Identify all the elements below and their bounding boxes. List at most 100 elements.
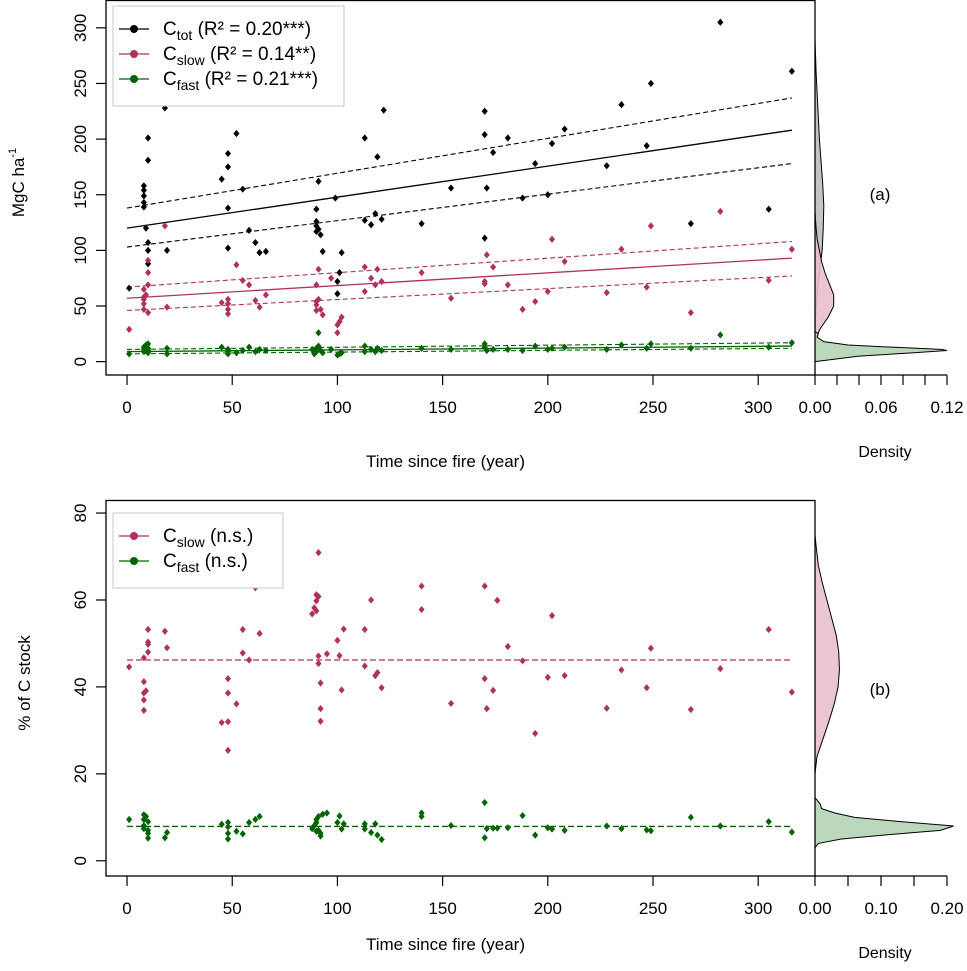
point-c-tot (372, 210, 379, 218)
ci-lower-c-slow (127, 275, 792, 312)
point-c-fast (313, 344, 320, 352)
point-c-tot (145, 134, 152, 142)
point-c-slow (313, 597, 320, 605)
legend-item-c-fast: Cfast (R² = 0.21***) (119, 69, 318, 93)
density-axis-label-b: Density (858, 945, 911, 962)
x-axis-a: 0 50 100 150 200 250 300 (122, 375, 772, 417)
point-c-slow (142, 687, 150, 695)
point-c-tot (519, 194, 526, 202)
point-c-fast (483, 825, 490, 833)
point-c-tot (334, 290, 341, 298)
legend-b: Cslow (n.s.)Cfast (n.s.) (112, 512, 284, 589)
point-c-fast (687, 813, 694, 821)
point-c-tot (224, 204, 232, 212)
y-tick-label: 0 (71, 856, 90, 865)
x-tick-label: 250 (639, 398, 667, 417)
point-c-fast (788, 339, 795, 347)
point-c-fast (218, 343, 225, 351)
point-c-slow (334, 329, 341, 337)
point-c-tot (224, 244, 232, 252)
point-c-slow (246, 281, 253, 289)
point-c-slow (233, 700, 240, 708)
fit-line-c-tot (126, 129, 792, 229)
point-c-fast (224, 350, 232, 358)
x-tick-label: 200 (534, 398, 562, 417)
point-c-fast (544, 824, 551, 832)
point-c-slow (372, 281, 379, 289)
point-c-slow (315, 592, 322, 601)
point-c-tot (233, 129, 240, 138)
point-c-fast (483, 346, 490, 355)
point-c-tot (140, 182, 147, 190)
point-c-slow (717, 207, 724, 216)
x-tick-label: 100 (323, 398, 351, 417)
y-axis-b: 0 20 40 60 80 (71, 504, 106, 866)
point-c-tot (224, 163, 232, 171)
point-c-fast (372, 348, 379, 356)
point-c-fast (361, 348, 368, 356)
point-c-fast (319, 810, 326, 818)
point-c-fast (765, 818, 772, 826)
point-c-tot (765, 205, 772, 213)
point-c-slow (447, 294, 455, 302)
x-tick-label: 50 (223, 398, 242, 417)
point-c-tot (788, 67, 795, 75)
point-c-tot (224, 149, 232, 158)
point-c-slow (256, 303, 263, 311)
point-c-fast (334, 818, 341, 827)
point-c-tot (332, 194, 339, 202)
point-c-tot (687, 220, 694, 228)
point-c-slow (224, 718, 232, 726)
ci-upper-c-slow (127, 240, 792, 288)
ci-lower-c-tot (126, 163, 792, 248)
point-c-slow (145, 648, 152, 656)
x-tick-label: 100 (323, 899, 351, 918)
point-c-slow (334, 636, 341, 645)
point-c-tot (334, 277, 341, 286)
point-c-slow (315, 295, 322, 303)
density-axis-label-a: Density (858, 444, 911, 461)
legend-label-c-slow: Cslow (R² = 0.14**) (163, 44, 316, 68)
y-tick-label: 20 (71, 764, 90, 783)
density-x-axis-a: 0.00 0.06 0.12 (798, 375, 964, 417)
point-c-slow (481, 582, 488, 590)
point-c-tot (142, 224, 150, 232)
point-c-slow (145, 281, 152, 289)
point-c-fast (361, 820, 368, 828)
y-tick-label: 40 (71, 677, 90, 696)
point-c-slow (140, 300, 147, 308)
point-c-tot (643, 142, 650, 150)
point-c-fast (218, 820, 225, 828)
point-c-slow (313, 607, 320, 615)
density-tick-label: 0.20 (930, 899, 963, 918)
point-c-slow (313, 297, 320, 306)
density-tick-label: 0.10 (864, 899, 897, 918)
point-c-slow (315, 652, 322, 660)
point-c-fast (246, 343, 253, 351)
point-c-slow (788, 688, 795, 696)
point-c-tot (163, 246, 171, 254)
legend-item-c-tot: Ctot (R² = 0.20***) (119, 19, 311, 43)
point-c-fast (561, 826, 568, 834)
point-c-slow (494, 596, 501, 605)
point-c-slow (145, 269, 152, 277)
point-c-slow (262, 291, 269, 299)
point-c-slow (532, 297, 539, 306)
legend-box (112, 5, 345, 107)
point-c-fast (544, 345, 551, 354)
legend-item-c-slow: Cslow (n.s.) (119, 526, 253, 550)
point-c-tot (544, 191, 551, 199)
point-c-tot (313, 227, 320, 236)
point-c-fast (481, 798, 488, 807)
point-c-tot (532, 159, 539, 168)
point-c-slow (618, 666, 625, 674)
point-c-tot (561, 125, 568, 133)
x-tick-label: 0 (122, 899, 131, 918)
point-c-slow (145, 256, 152, 264)
density-tick-label: 0.06 (864, 398, 897, 417)
point-c-slow (145, 309, 152, 317)
point-c-slow (374, 668, 381, 677)
point-c-slow (163, 303, 171, 311)
point-c-slow (319, 311, 326, 319)
point-c-slow (687, 705, 694, 714)
